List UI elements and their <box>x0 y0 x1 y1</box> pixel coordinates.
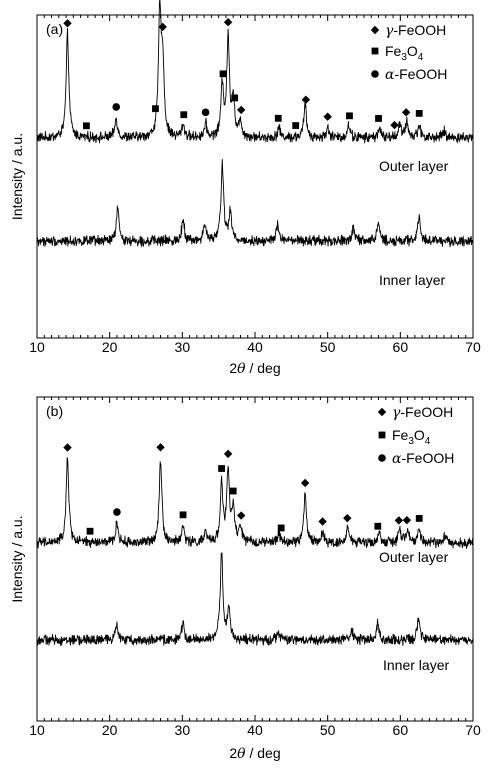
x-tick-label: 70 <box>465 339 481 355</box>
peak-marker-square <box>415 515 423 522</box>
legend-diamond-marker <box>370 25 380 35</box>
legend-entry: Fe3O4 <box>385 43 424 63</box>
legend-entry: γ-FeOOH <box>385 22 446 39</box>
peak-marker-circle <box>112 103 121 111</box>
y-axis-label: Intensity / a.u. <box>9 515 25 602</box>
x-axis-label: 2θ / deg <box>229 745 280 762</box>
x-tick-label: 60 <box>393 339 409 355</box>
peak-marker-diamond <box>323 112 332 121</box>
legend-circle-marker <box>378 454 386 462</box>
peak-marker-circle <box>201 108 210 117</box>
x-tick-label: 40 <box>247 722 263 738</box>
x-tick-label: 20 <box>102 339 118 355</box>
x-axis-ticks <box>36 15 474 338</box>
peak-marker-diamond <box>63 19 72 28</box>
peak-marker-circle <box>113 508 121 516</box>
series-label: Inner layer <box>379 272 445 288</box>
legend-entry: α-FeOOH <box>385 66 447 83</box>
peak-marker-square <box>274 114 282 122</box>
plot-frame <box>36 14 474 339</box>
x-axis-ticks <box>36 397 474 721</box>
peak-marker-square <box>180 111 188 119</box>
series-inner-layer: Inner layer <box>36 552 474 673</box>
peak-marker-square <box>375 115 382 122</box>
peak-marker-diamond <box>223 18 233 27</box>
legend-circle-marker <box>371 70 379 78</box>
peak-marker-diamond <box>394 516 404 525</box>
series-label: Outer layer <box>379 549 449 565</box>
legend-entry: γ-FeOOH <box>392 404 453 421</box>
peak-marker-diamond <box>63 443 72 452</box>
diffraction-trace <box>36 0 474 144</box>
x-axis-label: 2θ / deg <box>229 360 280 377</box>
panel-label: (b) <box>46 403 63 419</box>
peak-marker-square <box>179 511 187 519</box>
peak-marker-square <box>219 70 227 78</box>
x-tick-label: 20 <box>102 722 118 738</box>
peak-marker-square <box>374 522 382 530</box>
peak-marker-square <box>231 94 239 102</box>
panel-label: (a) <box>46 21 63 37</box>
peak-marker-square <box>83 122 90 130</box>
peak-marker-diamond <box>390 120 399 130</box>
peak-marker-diamond <box>402 515 412 525</box>
series-label: Inner layer <box>383 657 449 673</box>
peak-marker-diamond <box>318 517 327 526</box>
peak-marker-diamond <box>236 105 246 115</box>
x-tick-label: 60 <box>393 722 409 738</box>
legend-diamond-marker <box>377 407 387 417</box>
diffraction-trace <box>36 457 474 549</box>
diffraction-trace <box>36 159 474 248</box>
x-tick-label: 10 <box>29 339 45 355</box>
y-axis-label: Intensity / a.u. <box>9 133 25 220</box>
legend-square-marker <box>378 431 386 439</box>
peak-marker-diamond <box>223 449 233 459</box>
peak-marker-square <box>86 527 94 535</box>
peak-marker-diamond <box>158 22 167 32</box>
peak-marker-diamond <box>156 443 165 452</box>
legend-entry: Fe3O4 <box>392 427 431 447</box>
series-label: Outer layer <box>379 158 449 174</box>
peak-marker-square <box>292 122 300 129</box>
legend-entry: α-FeOOH <box>392 450 454 467</box>
peak-marker-diamond <box>343 513 352 523</box>
series-outer-layer: Outer layer <box>36 0 474 174</box>
x-tick-label: 40 <box>247 339 263 355</box>
peak-marker-diamond <box>300 478 310 488</box>
diffraction-trace <box>36 552 474 646</box>
peak-marker-square <box>152 105 159 113</box>
peak-marker-square <box>218 465 225 472</box>
x-tick-label: 10 <box>29 722 45 738</box>
peak-marker-diamond <box>236 511 246 520</box>
panel-b: 10 20 30 40 50 60 70 2θ / deg Intensity / a.u. (b… <box>9 396 481 762</box>
x-tick-label: 50 <box>320 339 336 355</box>
legend-square-marker <box>371 47 379 55</box>
peak-marker-square <box>415 109 423 117</box>
x-tick-label: 30 <box>175 722 191 738</box>
series-outer-layer: Outer layer <box>36 443 474 565</box>
peak-marker-square <box>229 487 237 495</box>
legend: γ-FeOOH Fe3O4 α-FeOOH <box>377 404 454 467</box>
x-tick-label: 50 <box>320 722 336 738</box>
x-tick-label: 30 <box>175 339 191 355</box>
legend: γ-FeOOH Fe3O4 α-FeOOH <box>370 22 447 83</box>
x-tick-label: 70 <box>465 722 481 738</box>
peak-marker-square <box>346 112 353 120</box>
series-inner-layer: Inner layer <box>36 159 474 288</box>
peak-marker-diamond <box>301 95 311 104</box>
peak-marker-square <box>277 524 285 532</box>
panel-a: 10 20 30 40 50 60 70 2θ / deg Intensity / a.u. (a… <box>9 0 481 377</box>
peak-marker-diamond <box>401 108 411 117</box>
